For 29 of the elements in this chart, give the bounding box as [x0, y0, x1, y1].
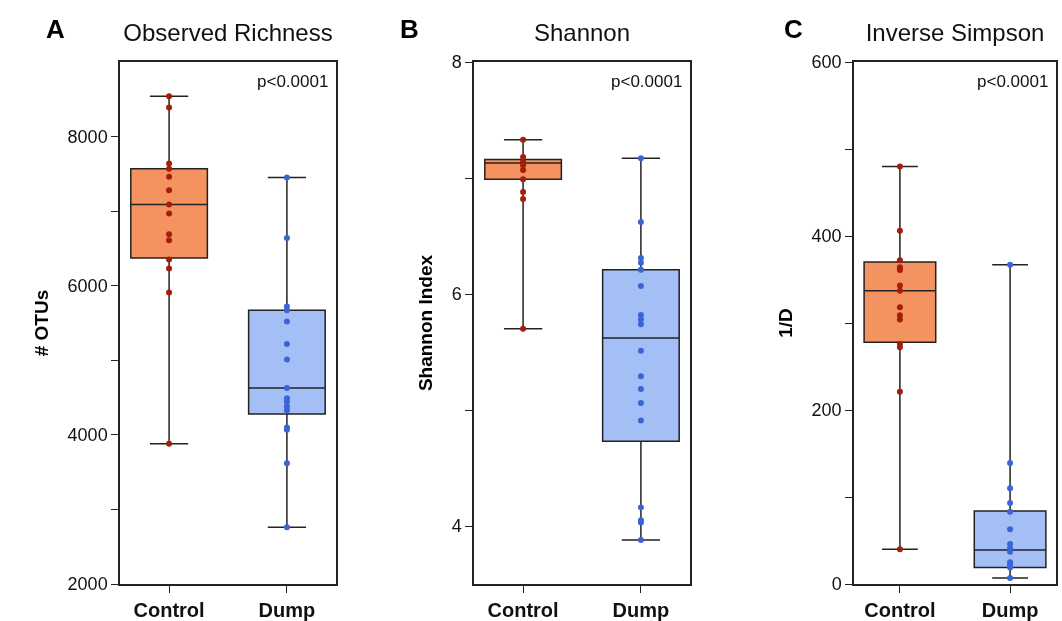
x-tick-label: Dump — [612, 598, 670, 621]
y-tick-label: 6 — [451, 284, 462, 305]
y-axis-title: # OTUs — [30, 289, 52, 357]
y-tick-label: 8000 — [67, 126, 108, 147]
x-tick-label: Control — [864, 598, 936, 621]
y-tick-label: 400 — [811, 226, 842, 247]
y-tick-label: 4000 — [67, 425, 108, 446]
y-tick-label: 6000 — [67, 276, 108, 297]
x-tick-label: Dump — [258, 598, 316, 621]
chart-title: Observed Richness — [123, 19, 333, 47]
text: A — [46, 14, 65, 44]
y-axis-title: 1/D — [774, 308, 796, 338]
text: B — [400, 14, 419, 44]
y-axis-title: Shannon Index — [414, 254, 436, 392]
annotation: p<0.0001 — [977, 72, 1049, 91]
y-tick-label: 8 — [451, 52, 462, 73]
y-tick-label: 4 — [451, 516, 462, 537]
x-tick-label: Control — [487, 598, 559, 621]
y-tick-label: 0 — [831, 574, 842, 595]
x-tick-label: Control — [133, 598, 205, 621]
y-tick-label: 2000 — [67, 574, 108, 595]
text: C — [784, 14, 803, 44]
chart-title: Inverse Simpson — [865, 19, 1045, 47]
y-tick-label: 200 — [811, 400, 842, 421]
annotation: p<0.0001 — [611, 72, 683, 91]
y-tick-label: 600 — [811, 52, 842, 73]
chart-title: Shannon — [533, 19, 631, 47]
annotation: p<0.0001 — [257, 72, 329, 91]
x-tick-label: Dump — [981, 598, 1039, 621]
